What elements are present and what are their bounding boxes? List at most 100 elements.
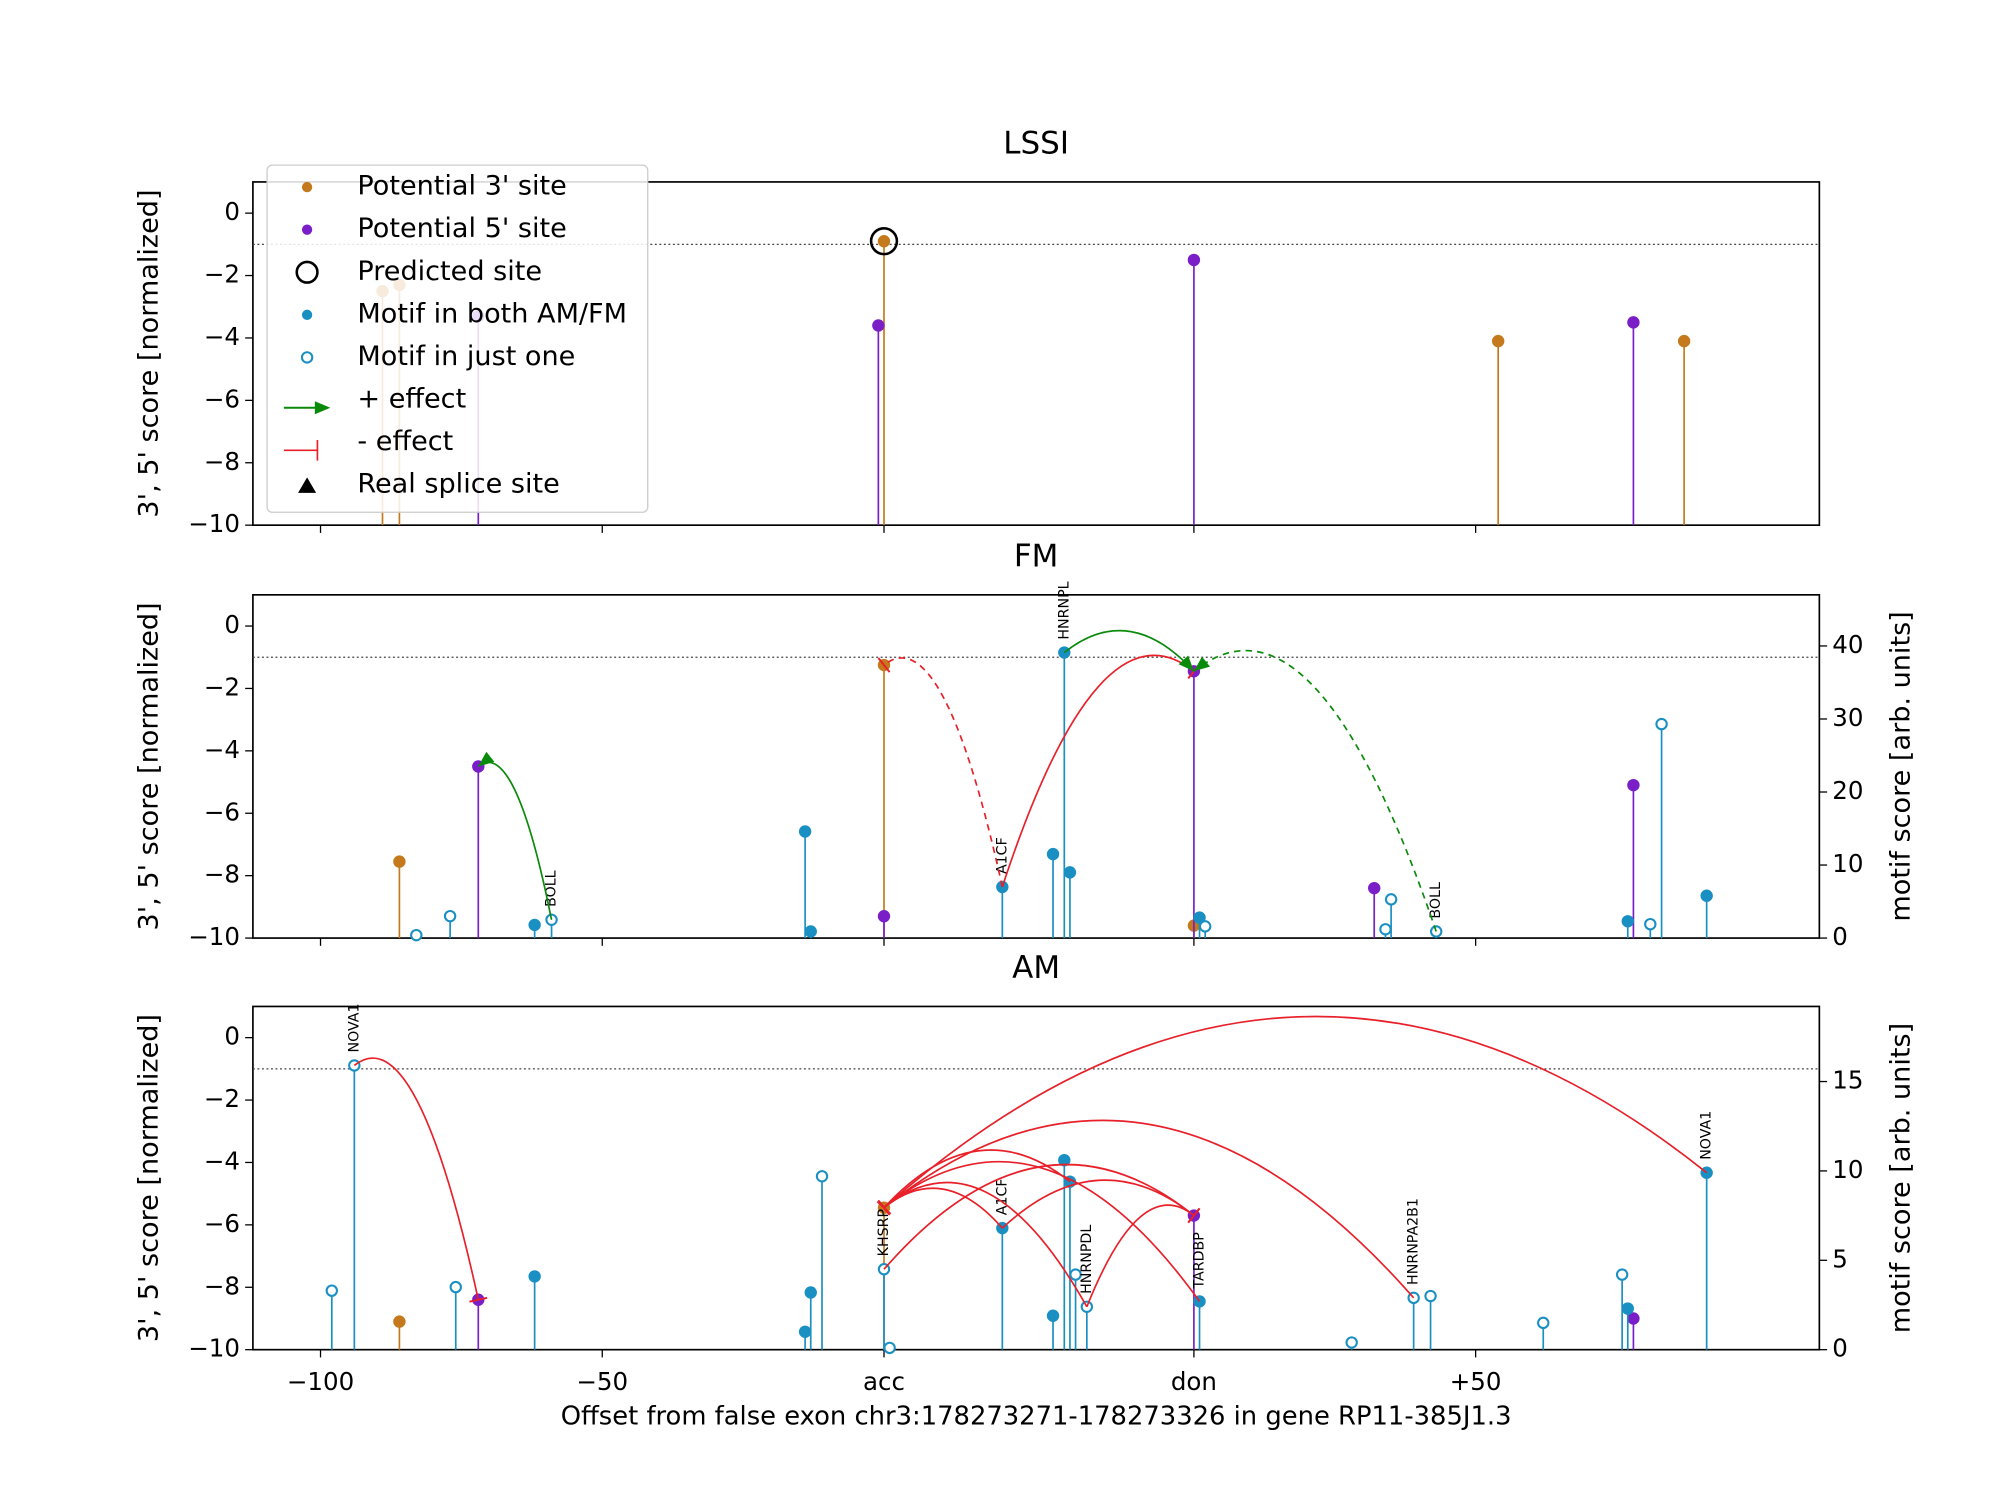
point (1627, 778, 1640, 792)
point (1621, 915, 1634, 928)
y-tick-label: 0 (224, 610, 240, 639)
motif-point-open (1615, 1268, 1629, 1281)
point (877, 235, 891, 248)
y-tick-label: −8 (204, 1271, 240, 1300)
point (1046, 1309, 1060, 1322)
y2-tick-label: 10 (1832, 849, 1863, 878)
point (1627, 316, 1640, 329)
panel-title: FM (1014, 538, 1059, 574)
legend-box (266, 164, 649, 513)
point (1677, 334, 1691, 348)
legend-marker (298, 477, 317, 493)
panel-title: LSSI (1003, 126, 1069, 162)
motif-point-open (325, 1284, 338, 1297)
point (877, 910, 891, 923)
motif-point-open (883, 1341, 896, 1355)
motif-label: BOLL (1428, 882, 1444, 919)
legend-label: + effect (357, 384, 466, 415)
motif-point-open (1537, 1316, 1550, 1330)
point (528, 918, 541, 932)
point (1627, 1312, 1640, 1325)
effect-curve (353, 1057, 480, 1300)
y2-tick-label: 20 (1832, 776, 1863, 805)
effect-curve (883, 657, 1004, 888)
y-tick-label: −2 (204, 672, 240, 701)
effect-arrowhead (1193, 656, 1211, 672)
y2-tick-label: 40 (1832, 630, 1863, 659)
motif-label: BOLL (544, 870, 560, 907)
motif-point-open (410, 928, 423, 942)
legend-label: Motif in both AM/FM (357, 298, 627, 329)
point (1621, 1302, 1634, 1315)
motif-label: HNRNPA2B1 (1406, 1198, 1422, 1285)
legend-label: Motif in just one (357, 341, 575, 372)
motif-point-open (1424, 1289, 1437, 1303)
y-tick-label: −6 (204, 384, 240, 413)
motif-point-open (1384, 893, 1398, 906)
y-tick-label: −6 (204, 797, 240, 826)
effect-curve (883, 1163, 1195, 1270)
motif-point-open (443, 909, 457, 923)
point (1046, 847, 1060, 861)
y2-tick-label: 30 (1832, 703, 1863, 732)
motif-label: A1CF (994, 837, 1010, 874)
motif-point-open (449, 1280, 462, 1294)
point (798, 1325, 812, 1338)
y-tick-label: −10 (188, 509, 240, 538)
motif-point-open (1379, 923, 1392, 936)
legend-marker (314, 401, 331, 415)
point (1063, 866, 1077, 879)
motif-point-open (1345, 1336, 1358, 1349)
plot-frame (252, 181, 1821, 526)
motif-label: KHSRP (876, 1208, 892, 1256)
effect-tee (1187, 1207, 1201, 1224)
effect-tee (877, 657, 891, 673)
y-tick-label: −10 (188, 922, 240, 951)
x-tick-label: don (1171, 1367, 1217, 1396)
y2-tick-label: 10 (1832, 1155, 1863, 1184)
effect-curve (883, 1187, 1003, 1229)
y-axis-label: 3', 5' score [normalized] (133, 602, 164, 930)
legend-label: Predicted site (357, 256, 542, 287)
x-tick-label: acc (863, 1367, 905, 1396)
legend-label: Real splice site (357, 469, 559, 500)
motif-label: NOVA1 (1699, 1111, 1715, 1160)
effect-curve (477, 761, 553, 920)
y2-axis-label: motif score [arb. units] (1886, 611, 1917, 921)
effect-tee (876, 1200, 892, 1215)
point (393, 855, 406, 868)
y-tick-label: −4 (204, 322, 240, 351)
y-tick-label: −10 (188, 1334, 240, 1363)
motif-point-open (815, 1170, 829, 1183)
legend-label: Potential 3' site (357, 171, 566, 202)
effect-curve (883, 1119, 1415, 1299)
point (1491, 334, 1505, 348)
effect-curve (1001, 1179, 1195, 1229)
y-tick-label: 0 (224, 197, 240, 226)
point (1187, 253, 1201, 267)
legend-marker (295, 260, 319, 284)
effect-curve (1086, 1204, 1195, 1308)
motif-label: A1CF (994, 1178, 1010, 1215)
y-tick-label: −4 (204, 735, 240, 764)
y-tick-label: −4 (204, 1146, 240, 1175)
legend-marker (300, 351, 314, 364)
point (804, 925, 817, 938)
effect-curve (883, 1015, 1708, 1209)
motif-point-open (1644, 917, 1657, 931)
effect-curve (1001, 654, 1195, 888)
legend-marker (301, 181, 313, 193)
plot-frame (252, 594, 1821, 939)
point (393, 1315, 406, 1328)
effect-curve (1193, 649, 1437, 932)
y2-tick-label: 5 (1832, 1244, 1848, 1273)
y-tick-label: −2 (204, 260, 240, 289)
motif-label: NOVA1 (346, 1003, 362, 1052)
y-axis-label: 3', 5' score [normalized] (133, 1014, 164, 1342)
y-tick-label: 0 (224, 1022, 240, 1051)
motif-label: HNRNPDL (1079, 1225, 1095, 1294)
effect-arrowhead (1178, 655, 1194, 672)
motif-label: HNRNPL (1056, 581, 1072, 639)
legend-marker (301, 224, 313, 235)
point (798, 825, 812, 838)
